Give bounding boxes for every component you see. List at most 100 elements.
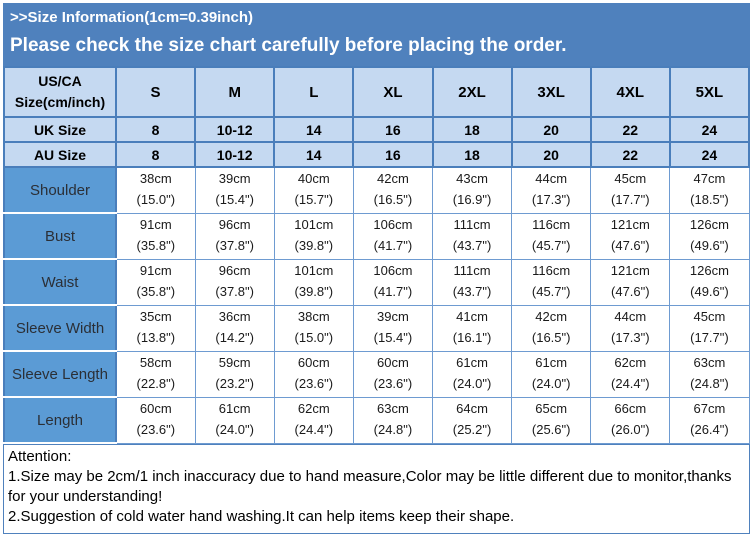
measurement-value-cell: 65cm (25.6") — [511, 396, 592, 444]
measurement-cm-value: 44cm — [535, 171, 568, 187]
conversion-value-cell: 14 — [273, 116, 355, 143]
measurement-value-cell: 63cm (24.8") — [669, 350, 750, 398]
measurement-value-cell: 61cm (24.0") — [431, 350, 513, 398]
measurement-inch-value: (43.7") — [452, 238, 492, 253]
measurement-value-cell: 91cm (35.8") — [115, 258, 196, 306]
measurement-row-label: Shoulder — [3, 166, 117, 214]
measurement-cm-value: 116cm — [532, 263, 571, 279]
attention-note-2: 2.Suggestion of cold water hand washing.… — [8, 507, 515, 525]
measurement-inch-value: (23.2") — [215, 376, 254, 391]
measurement-inch-value: (17.7") — [690, 330, 729, 345]
measurement-value-cell: 45cm (17.7") — [590, 166, 671, 214]
measurement-row: Shoulder 38cm (15.0") 39cm (15.4") 40cm (15.7"… — [3, 166, 750, 214]
measurement-value-cell: 43cm (16.9") — [431, 166, 513, 214]
measurement-inch-value: (49.6") — [690, 284, 729, 299]
conversion-value-cell: 10-12 — [194, 116, 276, 143]
size-table-head: US/CA Size(cm/inch) S M L XL 2XL 3XL 4XL 5XL — [3, 66, 751, 118]
conversion-row-label: AU Size — [3, 141, 117, 168]
size-col-header-3xl: 3XL — [510, 66, 592, 118]
measurement-cm-value: 101cm — [294, 217, 334, 233]
measurement-value-cell: 44cm (17.3") — [590, 304, 671, 352]
measurement-row-label: Length — [3, 396, 117, 444]
measurement-value-cell: 38cm (15.0") — [273, 304, 354, 352]
measurement-row-label: Sleeve Length — [3, 350, 117, 398]
measurement-value-cell: 62cm (24.4") — [273, 396, 354, 444]
measurement-inch-value: (15.7") — [294, 192, 334, 208]
measurement-inch-value: (15.0") — [136, 192, 176, 208]
measurement-value-cell: 116cm (45.7") — [511, 212, 592, 260]
measurement-inch-value: (16.1") — [452, 330, 492, 345]
measurement-inch-value: (39.8") — [294, 238, 334, 253]
us-ca-label-line2: Size(cm/inch) — [14, 94, 106, 110]
conversion-value-cell: 18 — [431, 116, 513, 143]
measurement-cm-value: 63cm — [693, 355, 726, 371]
measurement-value-cell: 36cm (14.2") — [194, 304, 275, 352]
measurement-value-cell: 111cm (43.7") — [431, 212, 513, 260]
measurement-value-cell: 126cm (49.6") — [669, 258, 750, 306]
measurement-inch-value: (18.5") — [690, 192, 729, 208]
size-chart-warning: Please check the size chart carefully be… — [10, 35, 567, 56]
measurement-cm-value: 38cm — [139, 171, 172, 187]
measurement-cm-value: 61cm — [535, 355, 568, 371]
measurement-cm-value: 126cm — [689, 217, 729, 233]
conversion-value-cell: 8 — [114, 141, 197, 168]
measurement-value-cell: 121cm (47.6") — [590, 258, 671, 306]
measurement-inch-value: (17.3") — [611, 330, 650, 345]
measurement-cm-value: 96cm — [218, 263, 251, 279]
measurement-cm-value: 44cm — [614, 309, 647, 325]
measurement-row: Bust 91cm (35.8") 96cm (37.8") 101cm (39.8") 10… — [3, 212, 750, 260]
measurement-value-cell: 60cm (23.6") — [352, 350, 434, 398]
measurement-value-cell: 116cm (45.7") — [511, 258, 592, 306]
measurement-value-cell: 101cm (39.8") — [273, 212, 354, 260]
measurement-inch-value: (25.6") — [531, 422, 571, 437]
measurement-inch-value: (15.0") — [294, 330, 334, 345]
measurement-inch-value: (43.7") — [452, 284, 492, 299]
measurement-inch-value: (17.3") — [531, 192, 571, 208]
size-information-title: >>Size Information(1cm=0.39inch) — [10, 9, 253, 26]
measurement-inch-value: (41.7") — [373, 238, 413, 253]
size-table-body: UK Size 8 10-12 14 16 18 20 22 24 AU Size 8 10-12 14… — [3, 116, 751, 444]
measurement-inch-value: (45.7") — [531, 238, 571, 253]
measurement-inch-value: (14.2") — [215, 330, 254, 345]
measurement-row-label: Bust — [3, 212, 117, 260]
conversion-value-cell: 24 — [668, 116, 751, 143]
size-col-header-xl: XL — [352, 66, 434, 118]
measurement-cm-value: 63cm — [377, 401, 409, 417]
measurement-inch-value: (24.0") — [452, 376, 492, 391]
attention-box: Attention: 1.Size may be 2cm/1 inch inac… — [3, 444, 750, 534]
measurement-inch-value: (45.7") — [531, 284, 571, 299]
measurement-value-cell: 41cm (16.1") — [431, 304, 513, 352]
measurement-value-cell: 67cm (26.4") — [669, 396, 750, 444]
size-col-header-5xl: 5XL — [668, 66, 751, 118]
conversion-value-cell: 18 — [431, 141, 513, 168]
measurement-inch-value: (47.6") — [611, 238, 650, 253]
header-banner: >>Size Information(1cm=0.39inch) Please … — [3, 3, 750, 66]
measurement-value-cell: 44cm (17.3") — [511, 166, 592, 214]
us-ca-size-header-cell: US/CA Size(cm/inch) — [3, 66, 117, 118]
measurement-cm-value: 60cm — [139, 401, 172, 417]
measurement-value-cell: 126cm (49.6") — [669, 212, 750, 260]
measurement-value-cell: 96cm (37.8") — [194, 258, 275, 306]
measurement-inch-value: (49.6") — [690, 238, 729, 253]
measurement-row: Sleeve Length 58cm (22.8") 59cm (23.2") 60cm (… — [3, 350, 750, 398]
measurement-inch-value: (23.6") — [294, 376, 334, 391]
measurement-cm-value: 66cm — [614, 401, 647, 417]
measurement-inch-value: (23.6") — [373, 376, 413, 391]
measurement-inch-value: (24.8") — [373, 422, 413, 437]
measurement-inch-value: (35.8") — [136, 284, 176, 299]
measurement-value-cell: 61cm (24.0") — [511, 350, 592, 398]
measurement-inch-value: (41.7") — [373, 284, 413, 299]
measurement-cm-value: 121cm — [610, 263, 650, 279]
measurement-inch-value: (24.0") — [531, 376, 571, 391]
measurement-inch-value: (37.8") — [215, 238, 254, 253]
measurement-cm-value: 61cm — [456, 355, 488, 371]
measurement-cm-value: 59cm — [218, 355, 251, 371]
measurement-cm-value: 45cm — [614, 171, 647, 187]
conversion-row: UK Size 8 10-12 14 16 18 20 22 24 — [3, 116, 751, 143]
measurement-inch-value: (22.8") — [136, 376, 176, 391]
measurement-cm-value: 116cm — [532, 217, 571, 233]
measurement-cm-value: 121cm — [610, 217, 650, 233]
measurement-value-cell: 63cm (24.8") — [352, 396, 434, 444]
measurement-value-cell: 39cm (15.4") — [194, 166, 275, 214]
